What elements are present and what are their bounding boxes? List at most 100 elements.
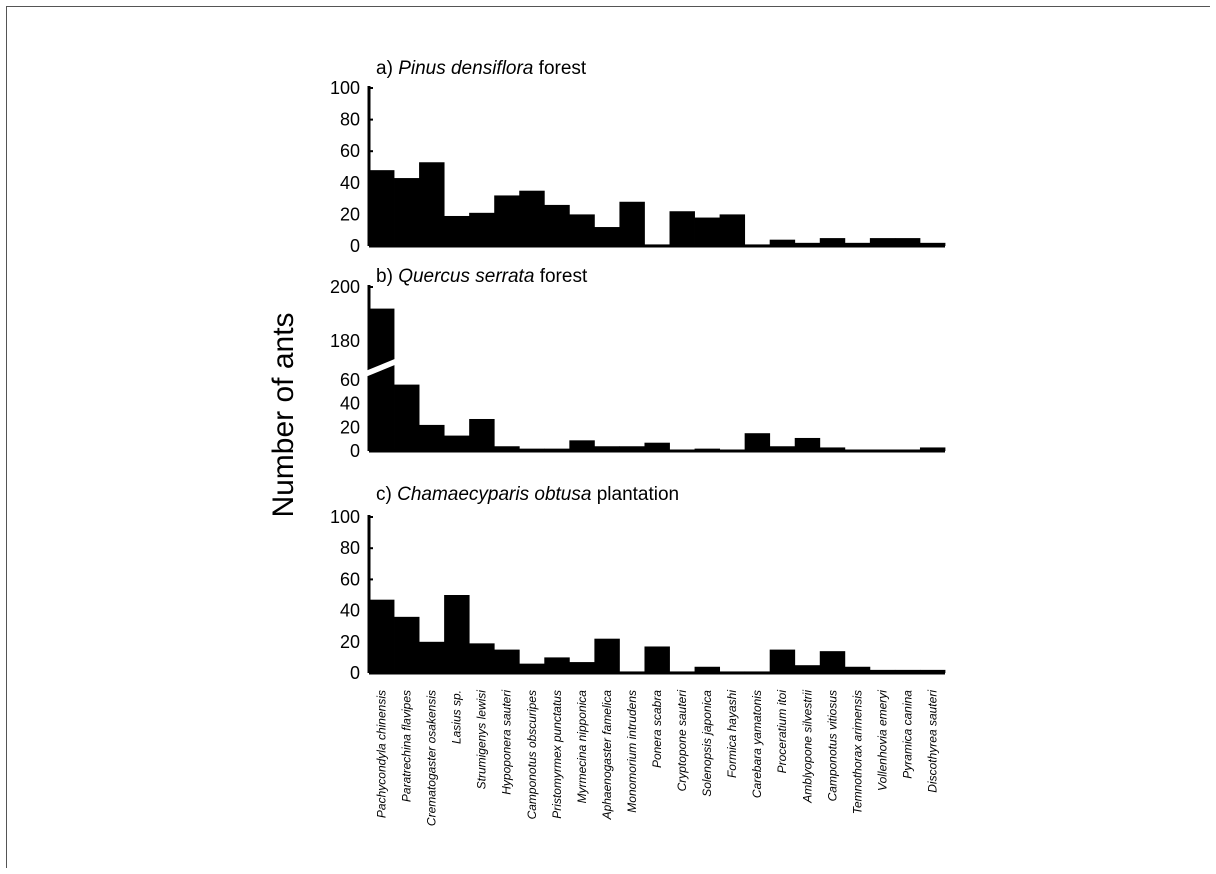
y-tick-label-c: 80 [340,538,360,558]
species-label: Temnothorax arimensis [850,690,864,814]
bar-c-6 [494,649,520,673]
bar-b-16 [744,433,771,451]
panel-b: b) Quercus serrata forest 0 20 40 60 180 200 [330,266,946,461]
bar-c-17 [769,649,796,673]
bar-b-19 [819,447,846,451]
y-tick-label-a: 60 [340,141,360,161]
bar-b-2 [394,384,420,451]
bar-a-7 [519,190,545,246]
axis-break-b [363,356,403,378]
bar-a-8 [544,204,570,246]
species-label: Hypoponera sauteri [500,690,514,795]
panel-a: a) Pinus densiflora forest 0 20 40 60 80 100 [330,58,946,256]
panel-c: c) Chamaecyparis obtusa plantation 0 20 40 6… [330,484,946,683]
species-label: Ponera scabra [650,690,664,768]
bar-a-19 [819,238,846,246]
panel-title-c: c) Chamaecyparis obtusa plantation [376,484,679,505]
panel-title-prefix: a) [376,58,398,79]
bar-b-1 [369,308,395,451]
y-tick-label-c: 100 [330,507,360,527]
chart-panels: a) Pinus densiflora forest 0 20 40 60 80 100 b)… [330,58,946,683]
bar-c-23 [919,669,946,673]
species-label: Pristomyrmex punctatus [550,690,564,819]
bar-a-5 [469,212,495,246]
species-label: Pyramica canina [900,690,914,779]
bar-b-12 [644,442,670,451]
bar-a-9 [569,214,595,246]
bar-a-14 [694,217,721,246]
bar-b-3 [419,424,445,451]
bar-b-23 [919,447,946,451]
panel-title-prefix: c) [376,484,397,505]
species-label: Solenopsis japonica [700,690,714,797]
y-tick-label-a: 100 [330,78,360,98]
bar-b-4 [444,435,470,451]
bar-a-2 [394,178,420,246]
species-label: Camponotus vitiosus [825,690,839,801]
bar-a-20 [844,242,871,246]
bar-c-19 [819,651,846,673]
species-label: Aphaenogaster famelica [600,690,614,821]
species-label: Proceratium itoi [775,690,789,774]
y-tick-label-a: 40 [340,173,360,193]
panel-title-species: Chamaecyparis obtusa [397,484,591,505]
panel-title-species: Quercus serrata [398,266,534,287]
species-label: Amblyopone silvestrii [800,690,814,804]
species-label: Monomorium intrudens [625,690,639,813]
figure-frame [6,6,1210,868]
bar-c-21 [869,669,896,673]
bar-a-1 [369,170,395,246]
bar-a-10 [594,227,620,246]
bar-a-4 [444,215,470,246]
y-tick-label-b: 180 [330,331,360,351]
bar-a-22 [894,238,921,246]
y-tick-label-b: 40 [340,394,360,414]
y-tick-label-a: 20 [340,204,360,224]
bar-c-20 [844,666,871,673]
bar-c-8 [544,657,570,673]
bar-c-7 [519,663,545,673]
bar-b-5 [469,418,495,451]
species-labels: Pachycondyla chinensis Paratrechina flavi… [375,690,940,826]
y-tick-label-a: 0 [350,236,360,256]
species-label: Pachycondyla chinensis [375,690,389,818]
bar-a-18 [794,242,821,246]
panel-title-b: b) Quercus serrata forest [376,266,588,287]
bar-a-23 [919,242,946,246]
y-tick-label-a: 80 [340,110,360,130]
species-label: Myrmecina nipponica [575,690,589,804]
species-label: Lasius sp. [450,690,464,744]
bar-c-10 [594,638,620,673]
y-tick-label-b: 60 [340,370,360,390]
bar-b-6 [494,446,520,451]
bar-a-21 [869,238,896,246]
species-label: Formica hayashi [725,690,739,778]
species-label: Discothyrea sauteri [925,690,939,793]
y-axis-label: Number of ants [267,312,300,517]
y-tick-label-c: 20 [340,632,360,652]
bar-a-17 [769,239,796,246]
panel-title-suffix: forest [534,266,588,287]
bar-c-12 [644,646,670,673]
bar-a-11 [619,201,645,246]
panel-title-species: Pinus densiflora [398,58,533,79]
bar-c-4 [444,595,470,673]
species-label: Carebara yamatonis [750,690,764,798]
y-tick-label-c: 60 [340,569,360,589]
bar-a-15 [719,214,746,246]
y-tick-label-b: 0 [350,441,360,461]
y-tick-label-c: 40 [340,601,360,621]
bar-c-22 [894,669,921,673]
bar-b-18 [794,437,821,451]
species-label: Strumigenys lewisi [475,690,489,790]
bar-c-1 [369,599,395,673]
y-tick-label-c: 0 [350,663,360,683]
species-label: Cryptopone sauteri [675,690,689,792]
y-tick-label-b: 200 [330,277,360,297]
species-label: Paratrechina flavipes [400,690,414,802]
panel-title-suffix: plantation [591,484,679,505]
panel-title-suffix: forest [533,58,587,79]
bar-c-18 [794,665,821,673]
species-label: Camponotus obscuripes [525,690,539,819]
bar-c-9 [569,662,595,673]
